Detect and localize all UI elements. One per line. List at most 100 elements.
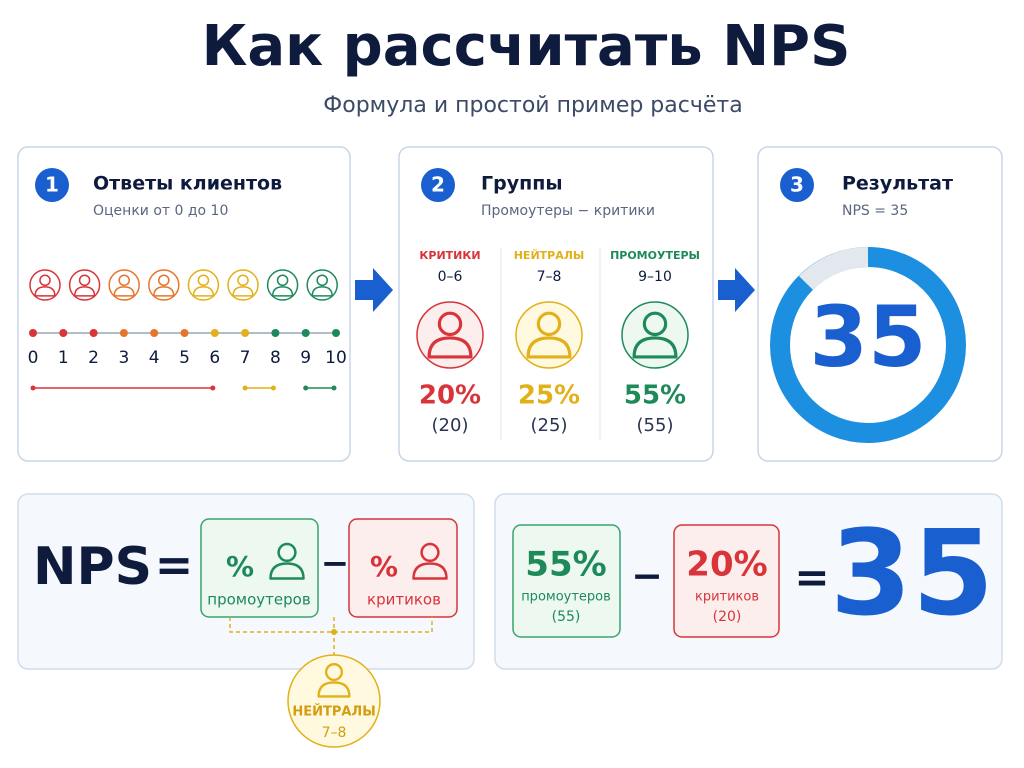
scale-label: 7 xyxy=(240,348,251,368)
group-count: (55) xyxy=(637,415,674,436)
step-title: Результат xyxy=(842,173,953,195)
step-number: 3 xyxy=(790,173,804,197)
scale-dot xyxy=(210,329,219,337)
person-body xyxy=(113,286,135,297)
scale-label: 4 xyxy=(149,348,160,368)
example-minus: − xyxy=(631,554,663,598)
result-value: 35 xyxy=(810,288,927,386)
person-body xyxy=(317,681,351,698)
step-badge xyxy=(35,168,69,202)
range-end xyxy=(210,385,216,391)
step-subtitle: Промоутеры − критики xyxy=(481,203,655,219)
arrow xyxy=(355,268,393,312)
person-body xyxy=(192,286,215,297)
promoters-box xyxy=(512,524,621,638)
neutrals-label: НЕЙТРАЛЫ xyxy=(292,704,375,720)
group-range: 7–8 xyxy=(537,269,562,285)
person-head xyxy=(276,274,289,287)
range-end xyxy=(303,385,309,391)
scale-dot xyxy=(271,329,280,337)
group-name: НЕЙТРАЛЫ xyxy=(514,249,585,262)
example-equals: = xyxy=(794,553,829,602)
example-percent: 20% xyxy=(686,545,767,585)
person-body xyxy=(427,336,473,359)
detractors-box xyxy=(673,524,780,638)
neutrals-range: 7–8 xyxy=(322,725,347,741)
formula-left: NPS xyxy=(33,537,152,597)
promoters-label: промоутеров xyxy=(207,591,310,609)
person-head xyxy=(420,542,440,563)
arrow xyxy=(718,268,755,312)
scale-label: 8 xyxy=(270,348,281,368)
scale-label: 2 xyxy=(88,348,99,368)
card-responses xyxy=(17,146,351,462)
person-head xyxy=(237,274,249,287)
group-percent: 55% xyxy=(624,381,686,411)
group-name: ПРОМОУТЕРЫ xyxy=(610,249,700,262)
range-end xyxy=(30,385,36,391)
person-body xyxy=(34,286,56,297)
neutrals-circle xyxy=(287,654,381,748)
person-body xyxy=(73,286,96,297)
scale-dot xyxy=(241,329,250,337)
scale-dot xyxy=(59,329,68,337)
percent-symbol: % xyxy=(226,550,254,583)
scale-label: 0 xyxy=(28,348,39,368)
person-body xyxy=(311,286,333,297)
range-end xyxy=(242,385,248,391)
person-body xyxy=(632,336,678,359)
scale-label: 9 xyxy=(300,348,311,368)
step-subtitle: NPS = 35 xyxy=(842,203,908,219)
group-range: 9–10 xyxy=(638,269,672,285)
connector-dot xyxy=(331,629,337,635)
person-body xyxy=(526,336,572,359)
step-subtitle: Оценки от 0 до 10 xyxy=(93,203,228,219)
detractors-label: критиков xyxy=(367,591,441,609)
scale-dot xyxy=(180,329,189,337)
person-head xyxy=(536,311,562,337)
range-end xyxy=(270,385,276,391)
person-head xyxy=(642,311,668,337)
formula-equals: = xyxy=(155,538,194,592)
scale-label: 5 xyxy=(179,348,190,368)
scale-label: 1 xyxy=(58,348,69,368)
scale-dot xyxy=(29,329,37,337)
scale-dot xyxy=(89,329,98,337)
example-percent: 55% xyxy=(525,545,606,585)
person-head xyxy=(316,274,328,287)
example-label: критиков xyxy=(695,590,759,605)
step-badge xyxy=(421,168,455,202)
group-count: (25) xyxy=(531,415,568,436)
title: Как рассчитать NPS xyxy=(202,14,851,79)
step-title: Ответы клиентов xyxy=(93,173,282,195)
person-head xyxy=(118,274,130,287)
group-name: КРИТИКИ xyxy=(419,249,480,262)
person-body xyxy=(412,562,448,580)
step-badge xyxy=(780,168,814,202)
group-range: 0–6 xyxy=(438,269,463,285)
step-number: 1 xyxy=(45,173,59,197)
group-percent: 25% xyxy=(518,381,580,411)
example-result: 35 xyxy=(830,504,994,642)
scale-dot xyxy=(119,329,128,337)
scale-label: 6 xyxy=(209,348,220,368)
step-title: Группы xyxy=(481,173,563,195)
person-head xyxy=(158,274,170,287)
subtitle: Формула и простой пример расчёта xyxy=(323,93,742,118)
formula-minus: − xyxy=(321,544,350,584)
person-head xyxy=(39,274,51,287)
example-label: промоутеров xyxy=(521,590,611,605)
person-head xyxy=(78,274,91,287)
person-body xyxy=(269,562,305,580)
range-end xyxy=(331,385,337,391)
example-count: (55) xyxy=(552,609,581,625)
scale-dot xyxy=(150,329,159,337)
group-count: (20) xyxy=(432,415,469,436)
person-head xyxy=(324,663,344,682)
scale-label: 10 xyxy=(325,348,347,368)
scale-label: 3 xyxy=(118,348,129,368)
person-body xyxy=(271,286,294,297)
person-body xyxy=(153,286,175,297)
person-head xyxy=(197,274,210,287)
